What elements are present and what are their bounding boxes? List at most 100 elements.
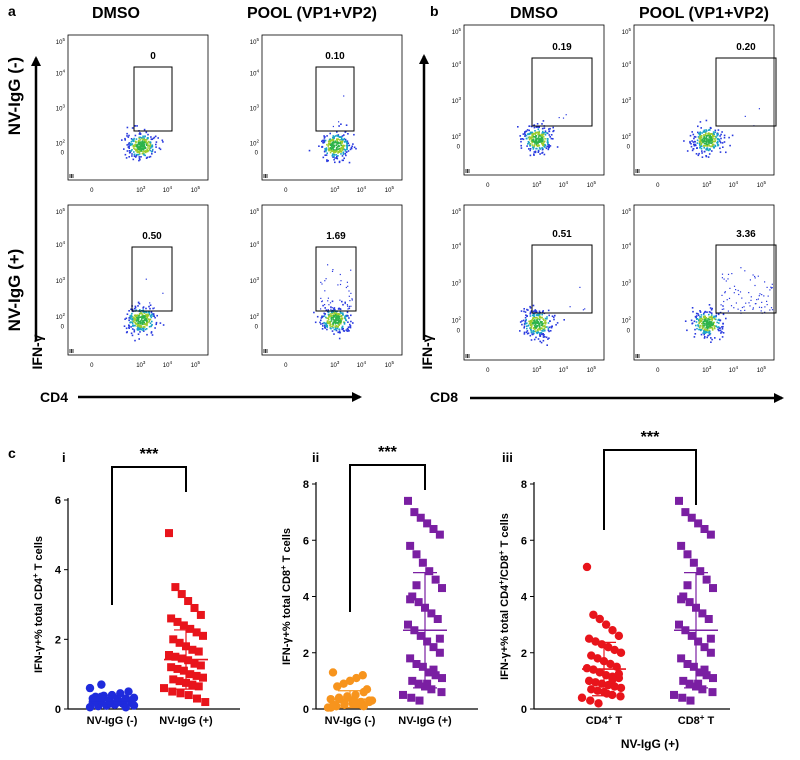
gated-event — [332, 269, 334, 271]
cell-event — [314, 321, 317, 324]
gated-event — [770, 307, 773, 309]
cell-event — [542, 336, 545, 338]
cell-event — [537, 338, 540, 340]
cell-event — [331, 312, 334, 315]
cell-event — [329, 149, 332, 151]
cell-event — [137, 151, 140, 153]
cell-event — [531, 136, 534, 139]
data-point — [696, 668, 705, 677]
cell-event — [343, 323, 346, 325]
cell-event — [707, 134, 709, 137]
y-axis-label-a: IFN-γ — [29, 334, 45, 369]
cell-event — [534, 141, 537, 144]
cell-event — [709, 327, 711, 329]
cell-event — [340, 138, 343, 141]
cell-event — [143, 312, 146, 314]
cell-event — [697, 314, 700, 317]
gated-event — [582, 309, 584, 311]
data-point — [423, 519, 432, 528]
cell-event — [703, 322, 705, 325]
cell-event — [342, 159, 344, 162]
cell-event — [542, 143, 545, 145]
cell-event — [702, 324, 704, 326]
cell-event — [711, 317, 713, 320]
cell-event — [136, 147, 139, 149]
cell-event — [144, 150, 147, 152]
y-tick-label: 103 — [56, 104, 66, 113]
cell-event — [530, 325, 533, 328]
cell-event — [547, 338, 549, 340]
cell-event — [539, 139, 541, 141]
data-point — [700, 643, 709, 652]
cell-event — [541, 137, 544, 139]
cell-event — [701, 139, 703, 142]
cell-event — [124, 139, 126, 141]
cell-event — [143, 137, 145, 139]
cell-event — [142, 323, 144, 325]
cell-event — [533, 145, 536, 148]
cell-event — [693, 320, 696, 323]
cell-event — [339, 322, 342, 325]
cell-event — [700, 314, 703, 316]
cell-event — [140, 328, 142, 331]
cell-event — [331, 325, 334, 328]
cell-event — [341, 140, 344, 142]
cell-event — [131, 153, 133, 155]
cell-event — [134, 306, 137, 309]
cell-event — [339, 308, 341, 310]
cell-event — [700, 316, 702, 318]
cell-event — [533, 319, 535, 322]
y-tick-label: 104 — [622, 241, 632, 250]
x-tick-label: 104 — [729, 180, 739, 189]
cell-event — [140, 326, 143, 329]
cell-event — [344, 149, 347, 151]
data-point — [429, 525, 438, 533]
y-tick-label: 0 — [303, 704, 309, 716]
cell-event — [706, 138, 709, 140]
data-point — [165, 529, 173, 538]
flow-plot-frame — [261, 204, 403, 356]
cell-event — [153, 315, 155, 317]
x-tick-label: 0 — [656, 183, 660, 189]
cell-event — [138, 152, 141, 155]
data-point — [367, 696, 377, 705]
cell-event — [546, 145, 548, 148]
cell-event — [716, 141, 718, 144]
cell-event — [327, 318, 330, 321]
data-point — [606, 659, 615, 669]
cell-event — [707, 149, 710, 152]
y-axis-label: IFN-γ+% total CD4+/CD8+ T cells — [497, 513, 511, 680]
cell-event — [137, 333, 140, 335]
cell-event — [329, 141, 332, 143]
y-axis-label: IFN-γ+% total CD8+ T cells — [279, 528, 293, 665]
x-category-label: NV-IgG (+) — [398, 715, 452, 727]
cell-event — [535, 126, 538, 128]
data-point — [601, 620, 611, 629]
gated-event — [744, 270, 746, 272]
x-tick-label: 0 — [284, 188, 288, 194]
data-point — [408, 676, 417, 685]
cell-event — [717, 144, 720, 146]
cell-event — [324, 136, 326, 138]
cell-event — [690, 319, 693, 322]
cell-event — [703, 332, 705, 334]
cell-event — [543, 319, 545, 321]
cell-event — [556, 322, 559, 324]
cell-event — [519, 330, 521, 332]
data-point — [199, 673, 207, 682]
cell-event — [338, 161, 341, 164]
cell-event — [329, 324, 331, 327]
cell-event — [144, 317, 147, 320]
cell-event — [689, 142, 691, 144]
row-label-neg: NV-IgG (-) — [5, 57, 24, 135]
gated-event — [756, 299, 758, 301]
cell-event — [343, 317, 346, 320]
cell-event — [333, 136, 335, 138]
data-point — [414, 598, 423, 607]
data-point — [129, 701, 139, 710]
cell-event — [716, 132, 719, 135]
cell-event — [152, 315, 154, 317]
cell-event — [139, 331, 141, 333]
cell-event — [324, 149, 327, 151]
